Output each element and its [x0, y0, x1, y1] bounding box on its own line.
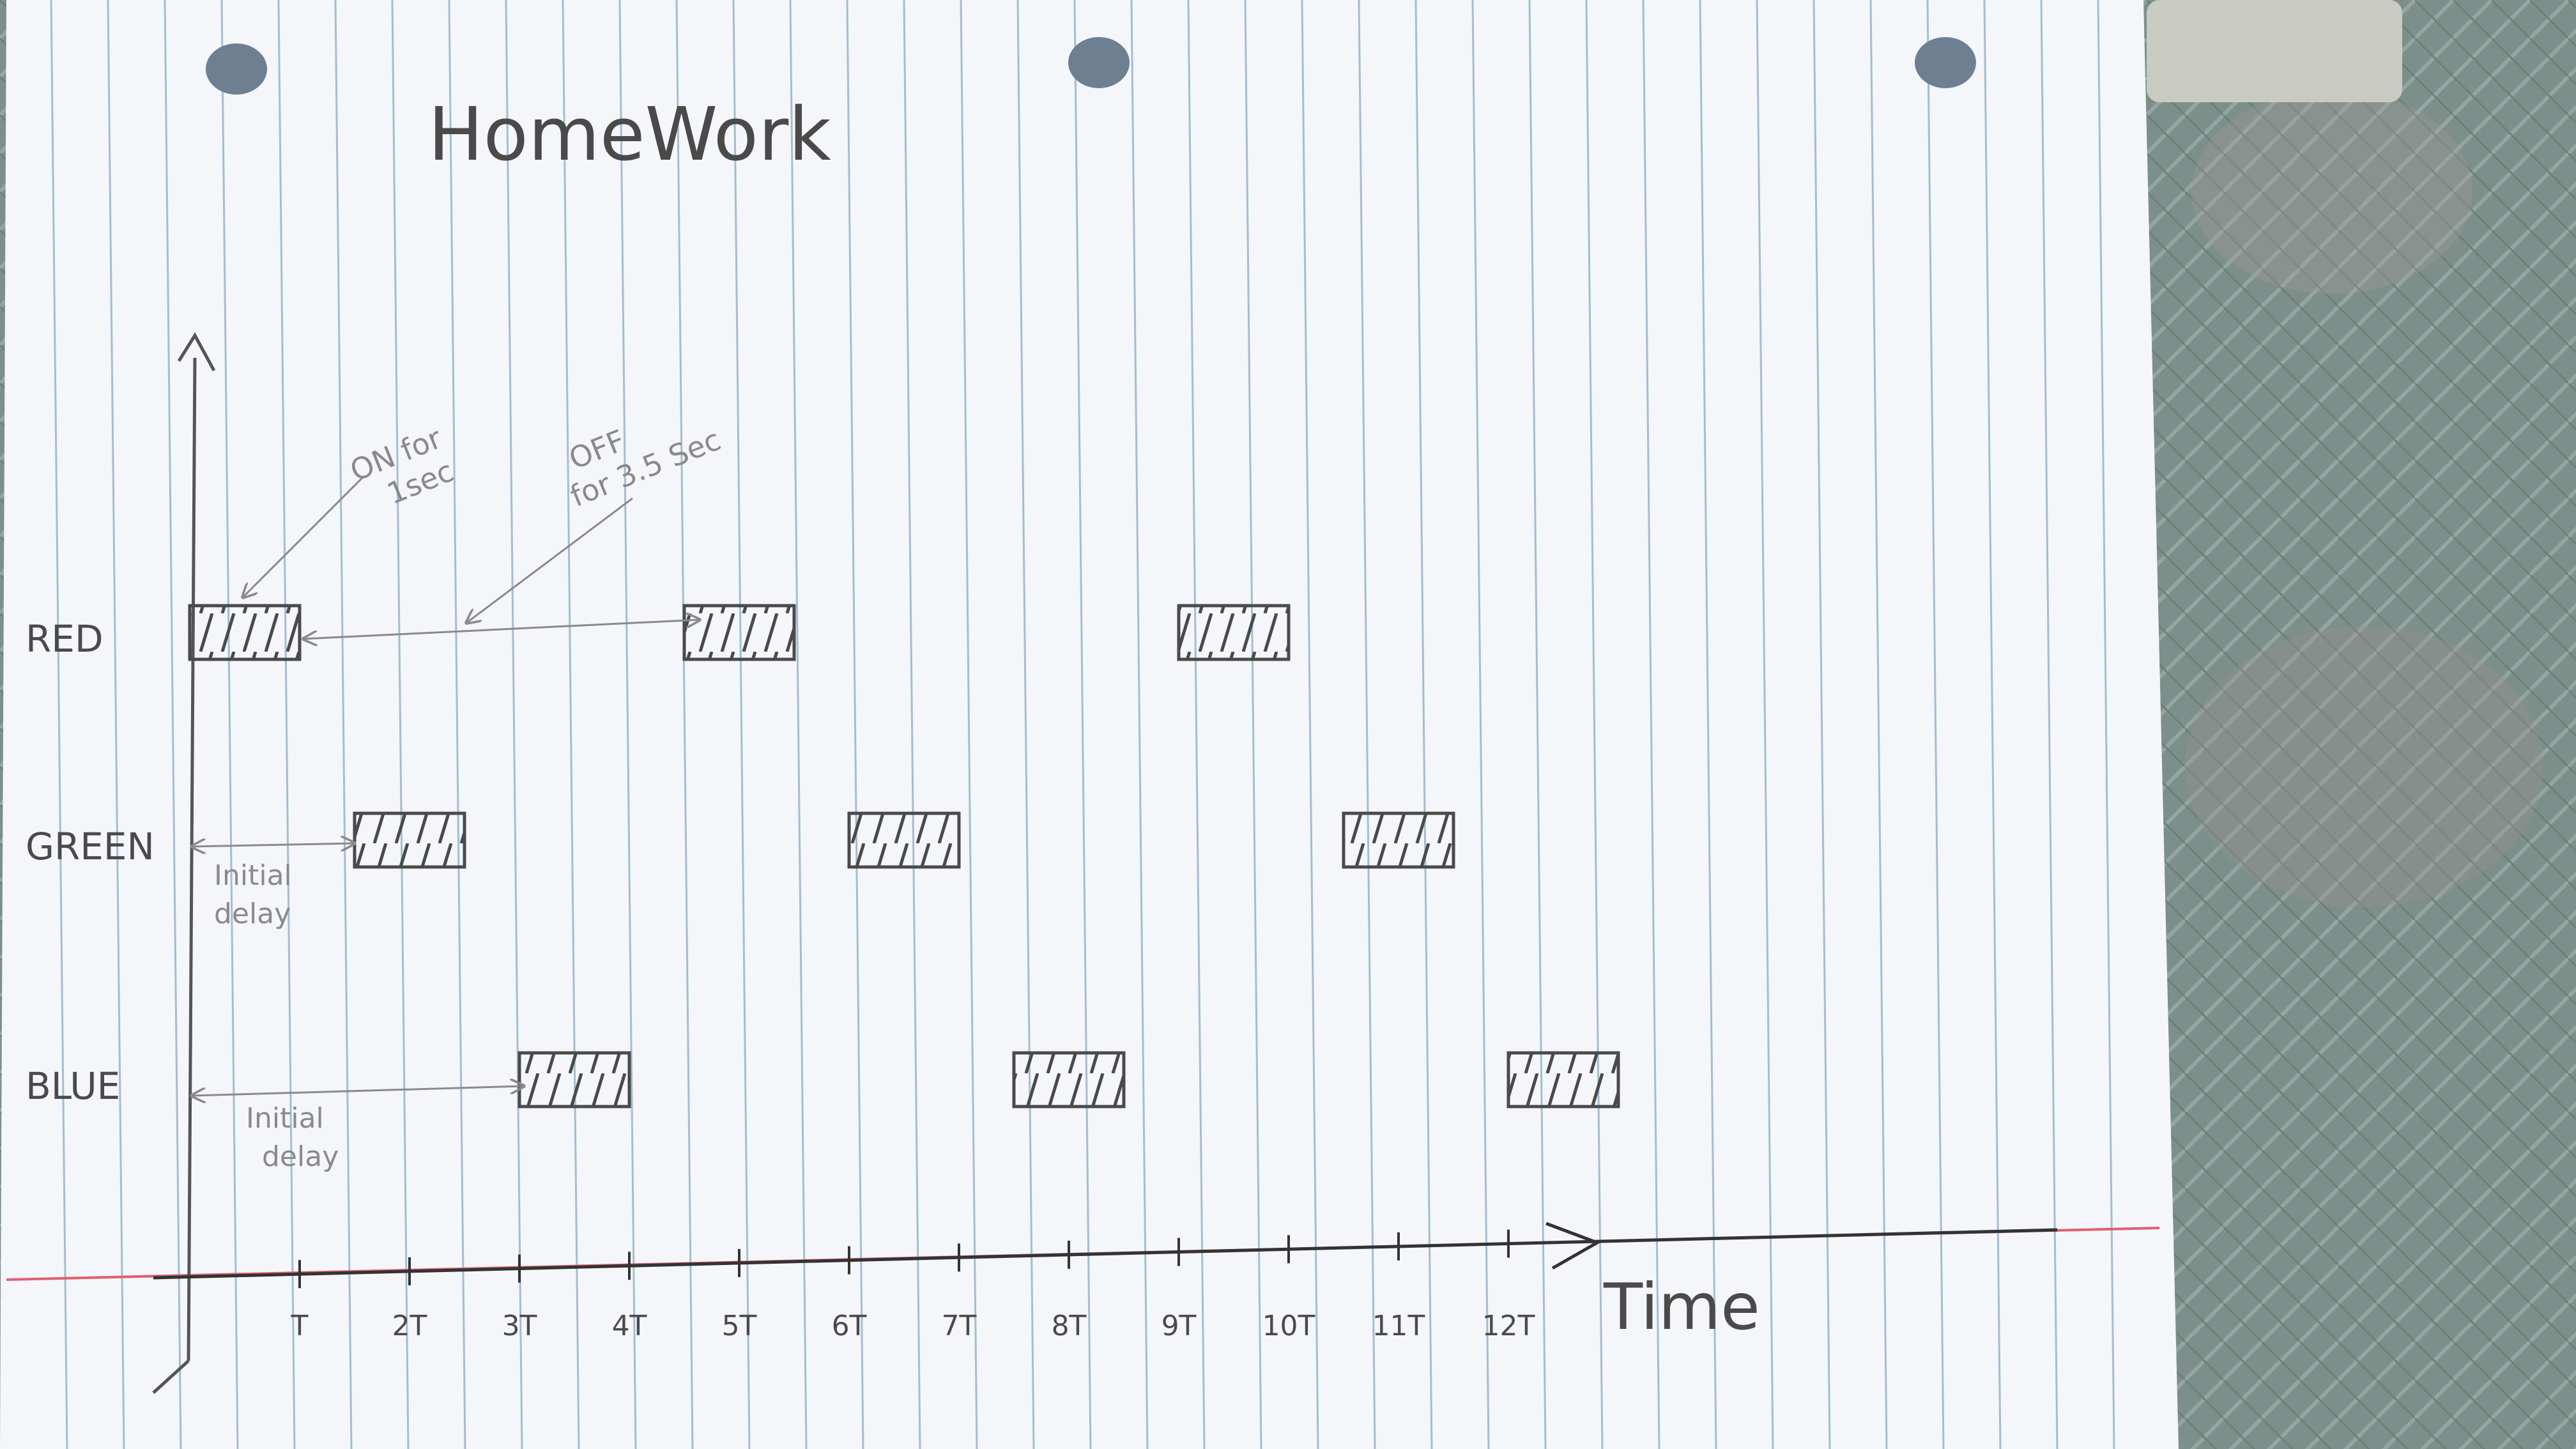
blue-delay-line-2: delay [262, 1140, 339, 1173]
binder-hole [206, 43, 267, 95]
rule-line [1813, 0, 1831, 1449]
rule-line [562, 0, 580, 1449]
green-delay-line-1: Initial [214, 859, 292, 892]
off-annotation-arrow [466, 497, 633, 623]
rule-line [1244, 0, 1262, 1449]
pulse-block [1177, 604, 1291, 661]
green-delay-line-2: delay [214, 898, 291, 930]
tick-label-12T: 12T [1482, 1310, 1535, 1342]
tick-label-T: T [291, 1310, 309, 1342]
row-label-blue: BLUE [26, 1064, 120, 1108]
row-label-green: GREEN [26, 825, 155, 868]
pulse-block [1342, 811, 1455, 869]
rule-line [107, 0, 125, 1449]
green-delay-arrow [192, 843, 355, 847]
tick-label-8T: 8T [1052, 1310, 1087, 1342]
rule-line [1130, 0, 1149, 1449]
ruled-lines [50, 0, 2115, 1449]
tick-label-9T: 9T [1162, 1310, 1197, 1342]
time-axis-arrowhead [1545, 1222, 1601, 1270]
time-axis [153, 1228, 2058, 1280]
axis-label: Time [1603, 1269, 1760, 1344]
blue-delay-line-1: Initial [246, 1102, 324, 1135]
off-span-arrow [303, 620, 700, 639]
tick-label-4T: 4T [612, 1310, 647, 1342]
rule-line [675, 0, 694, 1449]
pulse-block [188, 604, 302, 661]
tick-label-6T: 6T [832, 1310, 867, 1342]
rule-line [1358, 0, 1376, 1449]
rule-line [1414, 0, 1433, 1449]
rule-line [1642, 0, 1660, 1449]
pulse-blue-3 [1506, 1051, 1620, 1108]
pulse-block [518, 1051, 631, 1108]
rule-line [505, 0, 523, 1449]
rule-line [1301, 0, 1319, 1449]
y-axis [187, 357, 197, 1361]
device-corner [2147, 0, 2402, 102]
rule-line [1585, 0, 1604, 1449]
pulse-green-1 [353, 811, 466, 869]
pulse-blue-2 [1012, 1051, 1126, 1108]
tick-label-5T: 5T [722, 1310, 757, 1342]
rule-line [1756, 0, 1774, 1449]
rule-line [1016, 0, 1035, 1449]
rule-line [334, 0, 353, 1449]
rule-line [1471, 0, 1490, 1449]
rule-line [277, 0, 296, 1449]
pulse-block [1012, 1051, 1126, 1108]
rule-line [1926, 0, 1945, 1449]
blue-delay-arrow [192, 1086, 524, 1096]
pulse-block [682, 604, 796, 661]
rule-line [789, 0, 808, 1449]
rule-line [618, 0, 637, 1449]
binder-hole [1068, 37, 1130, 88]
pulse-red-3 [1177, 604, 1291, 661]
tick-label-2T: 2T [392, 1310, 427, 1342]
rule-line [220, 0, 239, 1449]
pulse-blue-1 [518, 1051, 631, 1108]
pulse-green-3 [1342, 811, 1455, 869]
rule-line [1699, 0, 1717, 1449]
pulse-green-2 [847, 811, 961, 869]
fabric-flower [2185, 626, 2543, 907]
rule-line [1528, 0, 1547, 1449]
rule-line [2097, 0, 2115, 1449]
rule-line [448, 0, 466, 1449]
rule-line [846, 0, 864, 1449]
on-annotation-arrow [243, 475, 365, 597]
rule-line [732, 0, 751, 1449]
rule-line [1187, 0, 1206, 1449]
rule-line [960, 0, 978, 1449]
pulse-block [1506, 1051, 1620, 1108]
rule-line [903, 0, 921, 1449]
fabric-flower [2191, 89, 2472, 294]
page-title: HomeWork [428, 92, 831, 178]
rule-line [391, 0, 410, 1449]
rule-line [1869, 0, 1888, 1449]
binder-hole [1915, 37, 1976, 88]
rule-line [50, 0, 68, 1449]
tick-label-10T: 10T [1262, 1310, 1315, 1342]
rule-line [2040, 0, 2058, 1449]
pulse-red-2 [682, 604, 796, 661]
row-label-red: RED [26, 617, 103, 661]
pulse-red-1 [188, 604, 302, 661]
tick-label-7T: 7T [942, 1310, 977, 1342]
pulse-block [847, 811, 961, 869]
pulse-block [353, 811, 466, 869]
rule-line [1073, 0, 1092, 1449]
notebook-paper [0, 0, 2179, 1449]
rule-line [164, 0, 182, 1449]
rule-line [1983, 0, 2002, 1449]
tick-label-11T: 11T [1372, 1310, 1425, 1342]
y-axis-arrowhead [177, 332, 216, 372]
y-axis-foot [152, 1360, 190, 1394]
tick-label-3T: 3T [502, 1310, 537, 1342]
